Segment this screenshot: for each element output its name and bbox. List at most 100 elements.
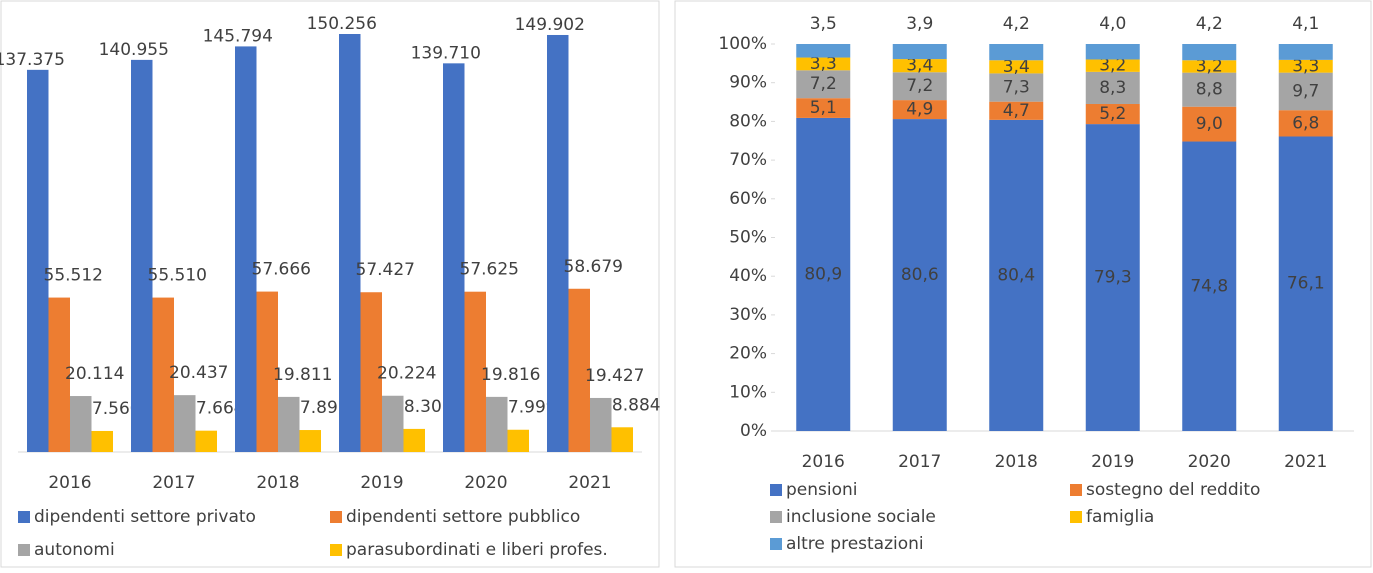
- data-label: 7,2: [810, 74, 837, 94]
- data-label: 19.811: [273, 365, 332, 385]
- data-label: 79,3: [1094, 268, 1132, 288]
- data-label: 8.884: [612, 395, 661, 415]
- x-tick-label: 2018: [995, 452, 1038, 472]
- data-label: 55.510: [148, 266, 207, 286]
- bar: [360, 292, 382, 452]
- legend-label: pensioni: [786, 480, 858, 500]
- x-tick-label: 2017: [152, 473, 195, 493]
- bar-segment: [1278, 136, 1333, 432]
- bar-segment: [796, 70, 851, 99]
- legend-label: inclusione sociale: [786, 507, 936, 527]
- bar-segment: [892, 44, 947, 60]
- bar-segment: [1278, 59, 1333, 73]
- data-label: 7.999: [508, 398, 557, 418]
- x-tick-label: 2020: [464, 473, 507, 493]
- data-label: 8,3: [1099, 78, 1126, 98]
- data-label: 7.560: [92, 399, 141, 419]
- data-label: 4,0: [1099, 14, 1126, 34]
- data-label: 80,9: [804, 264, 842, 284]
- legend-label: famiglia: [1086, 507, 1154, 527]
- bar-segment: [892, 72, 947, 101]
- data-label: 57.666: [252, 260, 311, 280]
- y-tick-label: 50%: [729, 228, 767, 248]
- data-label: 74,8: [1190, 276, 1228, 296]
- bar-segment: [892, 59, 947, 73]
- bar-segment: [1278, 72, 1333, 111]
- bar: [91, 430, 113, 452]
- data-label: 9,7: [1292, 81, 1319, 101]
- bar: [403, 428, 425, 452]
- right-panel: [674, 0, 1372, 568]
- legend-swatch: [770, 538, 782, 550]
- bar: [235, 46, 257, 452]
- y-tick-label: 40%: [729, 266, 767, 286]
- y-tick-label: 100%: [718, 34, 767, 54]
- legend-label: dipendenti settore privato: [34, 507, 256, 527]
- data-label: 3,3: [1292, 56, 1319, 76]
- bar: [299, 430, 321, 452]
- bar-segment: [796, 57, 851, 71]
- bar: [464, 291, 486, 452]
- data-label: 7.895: [300, 398, 349, 418]
- legend-swatch: [330, 544, 342, 556]
- y-tick-label: 70%: [729, 150, 767, 170]
- data-label: 3,2: [1099, 56, 1126, 76]
- legend-label: dipendenti settore pubblico: [346, 507, 580, 527]
- bar: [131, 59, 153, 452]
- data-label: 57.427: [356, 260, 415, 280]
- data-label: 140.955: [99, 40, 169, 60]
- data-label: 55.512: [44, 266, 103, 286]
- y-tick-label: 60%: [729, 189, 767, 209]
- bar: [443, 63, 465, 453]
- data-label: 76,1: [1287, 274, 1325, 294]
- x-tick-label: 2021: [1284, 452, 1327, 472]
- data-label: 3,5: [810, 14, 837, 34]
- bar-segment: [1278, 110, 1333, 137]
- data-label: 4,1: [1292, 14, 1319, 34]
- data-label: 3,2: [1196, 56, 1223, 76]
- data-label: 5,2: [1099, 104, 1126, 124]
- y-tick-label: 90%: [729, 73, 767, 93]
- data-label: 80,6: [901, 265, 939, 285]
- y-tick-label: 20%: [729, 344, 767, 364]
- data-label: 8,8: [1196, 80, 1223, 100]
- bar-segment: [892, 100, 947, 120]
- bar-segment: [1085, 71, 1140, 104]
- data-label: 139.710: [411, 43, 481, 63]
- bar-segment: [1085, 124, 1140, 431]
- bar: [339, 34, 361, 452]
- data-label: 20.114: [65, 364, 124, 384]
- data-label: 9,0: [1196, 114, 1223, 134]
- data-label: 150.256: [307, 14, 377, 34]
- x-tick-label: 2018: [256, 473, 299, 493]
- bar: [174, 395, 196, 452]
- legend-label: sostegno del reddito: [1086, 480, 1260, 500]
- y-tick-label: 10%: [729, 382, 767, 402]
- data-label: 149.902: [515, 15, 585, 35]
- bar-segment: [1182, 106, 1237, 142]
- bar-segment: [1182, 60, 1237, 73]
- legend-swatch: [18, 544, 30, 556]
- bar-segment: [1085, 59, 1140, 72]
- bar: [590, 397, 612, 452]
- data-label: 80,4: [997, 265, 1035, 285]
- legend-swatch: [1070, 511, 1082, 523]
- y-tick-label: 80%: [729, 111, 767, 131]
- x-tick-label: 2019: [360, 473, 403, 493]
- bar-segment: [1182, 141, 1237, 432]
- legend-label: altre prestazioni: [786, 534, 924, 554]
- data-label: 19.816: [481, 365, 540, 385]
- y-tick-label: 30%: [729, 305, 767, 325]
- bar-segment: [796, 98, 851, 118]
- data-label: 7.664: [196, 399, 245, 419]
- bar-segment: [989, 101, 1044, 120]
- legend-swatch: [1070, 484, 1082, 496]
- data-label: 145.794: [203, 26, 273, 46]
- data-label: 3,4: [906, 56, 933, 76]
- y-tick-label: 0%: [740, 421, 767, 441]
- data-label: 4,9: [906, 100, 933, 120]
- data-label: 8.303: [404, 397, 453, 417]
- bar-segment: [1085, 103, 1140, 125]
- bar-segment: [796, 117, 851, 432]
